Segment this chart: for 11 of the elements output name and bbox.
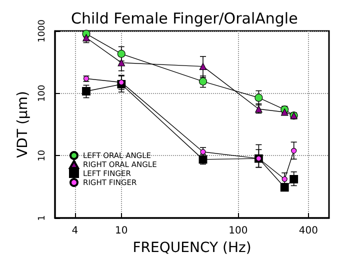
y-axis-title: VDT (μm) (15, 91, 31, 158)
x-tick-label: 4 (72, 226, 78, 236)
y-tick-label: 100 (38, 84, 48, 102)
y-tick-label: 1000 (38, 19, 48, 42)
chart-title: Child Female Finger/OralAngle (71, 10, 298, 28)
x-tick-label: 100 (228, 226, 248, 236)
x-axis-title: FREQUENCY (Hz) (132, 240, 252, 256)
x-tick-label: 400 (298, 226, 318, 236)
y-tick-label: 10 (38, 150, 48, 162)
y-tick-label: 1 (38, 215, 48, 221)
x-tick-label: 10 (115, 226, 128, 236)
